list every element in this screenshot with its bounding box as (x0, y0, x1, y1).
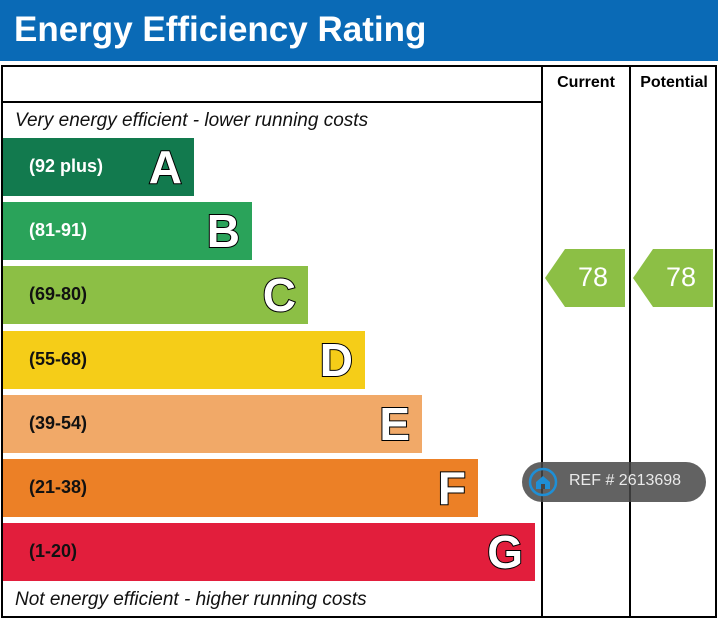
home-logo-icon (528, 467, 558, 497)
band-range-label: (92 plus) (29, 156, 104, 176)
band-letter: B (206, 205, 241, 257)
band-a: (92 plus) A (3, 138, 194, 196)
band-range-label: (39-54) (29, 413, 88, 433)
band-c: (69-80) C (3, 266, 308, 324)
reference-number: REF # 2613698 (569, 472, 682, 489)
current-rating-value: 78 (577, 262, 609, 292)
current-column-header: Current (557, 74, 615, 91)
potential-column-header: Potential (640, 74, 708, 91)
band-f: (21-38) F (3, 459, 478, 517)
potential-arrow-shape (633, 249, 713, 307)
band-range-label: (21-38) (29, 477, 88, 497)
band-d: (55-68) D (3, 331, 365, 389)
band-range-label: (55-68) (29, 349, 88, 369)
band-letter: C (262, 269, 297, 321)
current-rating-arrow: 78 (545, 249, 625, 307)
band-range-label: (1-20) (29, 541, 78, 561)
band-letter: E (378, 398, 411, 450)
title-bar: Energy Efficiency Rating (0, 0, 718, 61)
potential-rating-arrow: 78 (633, 249, 713, 307)
band-b: (81-91) B (3, 202, 252, 260)
band-range-label: (81-91) (29, 220, 88, 240)
band-g: (1-20) G (3, 523, 535, 581)
bottom-note: Not energy efficient - higher running co… (15, 589, 367, 610)
band-e: (39-54) E (3, 395, 422, 453)
reference-watermark: REF # 2613698 (522, 462, 706, 502)
chart-frame (1, 65, 717, 618)
band-letter: G (486, 526, 524, 578)
header-divider (1, 101, 542, 103)
page-title: Energy Efficiency Rating (14, 10, 427, 49)
column-divider-current (541, 65, 543, 618)
band-letter: F (437, 462, 467, 514)
band-letter: A (148, 141, 183, 193)
band-range-label: (69-80) (29, 284, 88, 304)
potential-rating-value: 78 (665, 262, 697, 292)
current-arrow-shape (545, 249, 625, 307)
top-note: Very energy efficient - lower running co… (15, 110, 369, 131)
column-divider-potential (629, 65, 631, 618)
band-letter: D (319, 334, 354, 386)
